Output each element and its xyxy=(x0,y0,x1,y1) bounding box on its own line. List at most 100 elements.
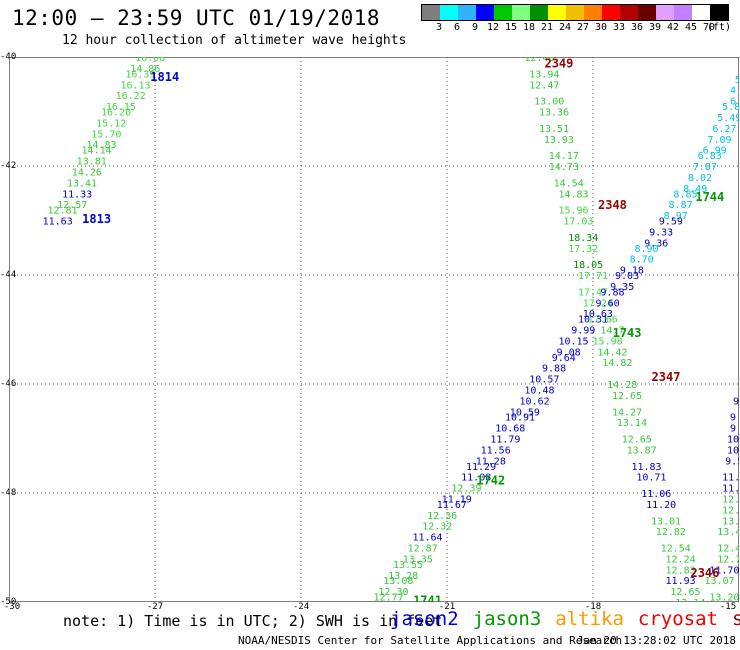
wave-height-value: 15.98 xyxy=(593,336,623,347)
wave-height-value: 13.1 xyxy=(722,516,739,527)
wave-height-value: 8.87 xyxy=(669,200,693,211)
wave-height-value: 11.9 xyxy=(722,484,739,495)
map-subtitle: 12 hour collection of altimeter wave hei… xyxy=(62,33,407,48)
wave-height-value: 14.73 xyxy=(549,162,579,173)
wave-height-value: 4.5 xyxy=(730,86,739,97)
wave-height-value: 14.17 xyxy=(549,151,579,162)
longitude-tick: -30 xyxy=(3,602,21,612)
wave-height-value: 11.29 xyxy=(466,462,496,473)
wave-height-value: 12.2 xyxy=(722,505,739,516)
pass-number-label: 1743 xyxy=(613,326,642,340)
colorbar-swatch xyxy=(710,5,728,20)
wave-height-value: 12.81 xyxy=(47,206,77,217)
wave-height-value: 9.36 xyxy=(644,238,668,249)
colorbar-label: 42 xyxy=(666,22,680,33)
wave-height-value: 15.70 xyxy=(91,129,121,140)
colorbar-label: 45 xyxy=(684,22,698,33)
colorbar-swatch xyxy=(566,5,584,20)
colorbar-swatch xyxy=(512,5,530,20)
wave-height-value: 12.4 xyxy=(717,544,739,555)
colorbar-label: 36 xyxy=(630,22,644,33)
pass-number-label: 2348 xyxy=(598,198,627,212)
wave-height-value: 12.77 xyxy=(374,593,404,602)
wave-height-value: 11.79 xyxy=(490,435,520,446)
wave-height-value: 16.15 xyxy=(106,102,136,113)
wave-height-value: 12.5 xyxy=(722,494,739,505)
wave-height-value: 9.88 xyxy=(600,287,624,298)
colorbar-swatch xyxy=(638,5,656,20)
wave-height-value: 12.57 xyxy=(57,200,87,211)
wave-height-value: 10.68 xyxy=(495,424,525,435)
wave-height-value: 12.65 xyxy=(622,435,652,446)
wave-height-value: 11.64 xyxy=(412,533,442,544)
footnote: note: 1) Time is in UTC; 2) SWH is in fe… xyxy=(63,612,443,630)
wave-height-value: 16.22 xyxy=(116,91,146,102)
wave-height-value: 11.63 xyxy=(43,217,73,228)
colorbar-label: 70 xyxy=(702,22,716,33)
wave-height-value: 9. xyxy=(733,396,739,407)
wave-height-value: 8.02 xyxy=(688,173,712,184)
map-grid xyxy=(9,57,739,602)
longitude-tick: -27 xyxy=(146,602,164,612)
wave-height-value: 10.2 xyxy=(727,435,739,446)
pass-number-label: 2347 xyxy=(652,370,681,384)
colorbar-label: 21 xyxy=(540,22,554,33)
wave-height-value: 13.81 xyxy=(77,157,107,168)
wave-height-value: 14.28 xyxy=(607,380,637,391)
pass-labels: 1814 1813 2349 2348 1744 1743 2347 1742 1741 2346 xyxy=(82,57,724,602)
wave-height-colorbar xyxy=(421,4,729,21)
wave-height-value: 14.83 xyxy=(558,189,588,200)
wave-height-value: 10.59 xyxy=(510,407,540,418)
wave-height-value: 14.27 xyxy=(612,407,642,418)
wave-height-value: 9.5 xyxy=(725,456,739,467)
wave-height-value: 10.31 xyxy=(578,315,608,326)
wave-height-value: 8.85 xyxy=(673,189,697,200)
wave-height-value: 10.63 xyxy=(583,309,613,320)
wave-height-value: 8.90 xyxy=(634,244,658,255)
wave-height-value: 12.36 xyxy=(427,511,457,522)
wave-height-value: 12.82 xyxy=(656,527,686,538)
longitude-tick: -24 xyxy=(292,602,310,612)
wave-height-value: 11.0 xyxy=(722,473,739,484)
latitude-tick: -50 xyxy=(0,597,17,607)
wave-height-value: 12.14 xyxy=(675,598,705,602)
wave-height-value: 12.65 xyxy=(670,587,700,598)
colorbar-unit: (ft) xyxy=(706,22,732,33)
wave-height-value: 9.99 xyxy=(571,326,595,337)
colorbar-label: 30 xyxy=(594,22,608,33)
wave-height-value: 12.40 xyxy=(524,57,554,64)
wave-height-value: 8.49 xyxy=(683,184,707,195)
colorbar-swatch xyxy=(476,5,494,20)
wave-height-value: 6.27 xyxy=(712,124,736,135)
wave-height-value: 11.93 xyxy=(666,576,696,587)
wave-height-value: 13.41 xyxy=(67,178,97,189)
colorbar-label: 33 xyxy=(612,22,626,33)
wave-height-value: 9.03 xyxy=(615,271,639,282)
latitude-tick: -42 xyxy=(0,161,17,171)
wave-height-value: 18.05 xyxy=(573,260,603,271)
wave-height-value: 5.8 xyxy=(735,75,739,86)
wave-height-value: 17.32 xyxy=(568,244,598,255)
legend-jason2: jason2 xyxy=(390,608,459,630)
colorbar-labels: 3 6 9 12 15 18 21 24 27 30 33 36 39 42 45 70 (ft) xyxy=(421,22,731,34)
pass-number-label: 2349 xyxy=(544,57,573,70)
colorbar-label: 27 xyxy=(576,22,590,33)
pass-number-label: 1741 xyxy=(413,593,442,602)
colorbar-label: 24 xyxy=(558,22,572,33)
wave-height-value: 12.83 xyxy=(666,565,696,576)
wave-height-value: 17.47 xyxy=(578,287,608,298)
generation-timestamp: Jan 20 13:28:02 UTC 2018 xyxy=(577,634,736,647)
colorbar-swatch xyxy=(422,5,440,20)
wave-height-value: 9.35 xyxy=(610,282,634,293)
wave-height-value: 13.20 xyxy=(709,593,739,602)
colorbar-label: 6 xyxy=(453,22,461,33)
wave-height-value: 6.83 xyxy=(698,151,722,162)
wave-height-value: 11.19 xyxy=(442,494,472,505)
colorbar-swatch xyxy=(548,5,566,20)
wave-height-value: 5.88 xyxy=(722,102,739,113)
wave-height-value: 17.66 xyxy=(588,315,618,326)
wave-height-value: 7.09 xyxy=(707,135,731,146)
wave-height-value: 12.54 xyxy=(661,544,691,555)
wave-height-value: 16.39 xyxy=(125,69,155,80)
colorbar-swatch xyxy=(458,5,476,20)
